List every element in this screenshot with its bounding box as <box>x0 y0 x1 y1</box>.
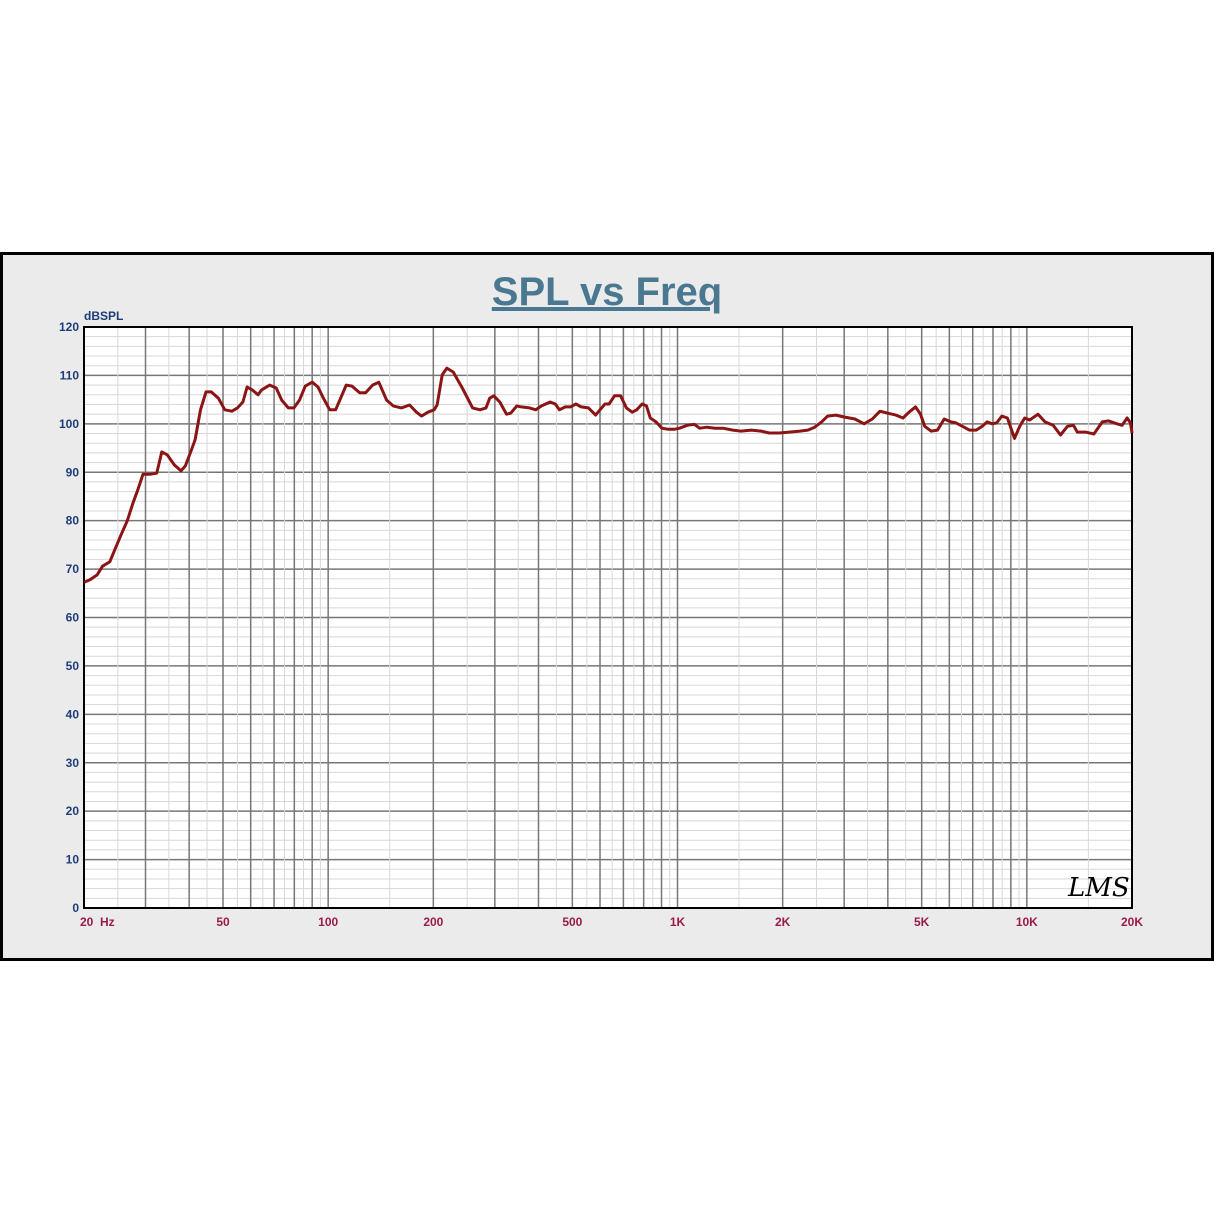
x-tick-label: 1K <box>670 915 686 929</box>
y-tick-label: 20 <box>66 804 80 818</box>
y-tick-label: 10 <box>66 853 80 867</box>
y-tick-label: 0 <box>72 901 79 915</box>
y-axis-label: dBSPL <box>84 309 123 323</box>
x-tick-label: 10K <box>1016 915 1038 929</box>
x-tick-label: 50 <box>216 915 230 929</box>
grid <box>83 326 1133 909</box>
x-tick-label: 2K <box>775 915 791 929</box>
spl-curve <box>83 366 1134 584</box>
y-tick-label: 100 <box>59 417 79 431</box>
y-tick-label: 30 <box>66 756 80 770</box>
lms-logo: LMS <box>1067 873 1130 903</box>
y-tick-label: 40 <box>66 707 80 721</box>
chart-title: SPL vs Freq <box>492 270 722 314</box>
x-tick-label: 100 <box>318 915 338 929</box>
y-tick-label: 80 <box>66 514 80 528</box>
x-tick-label: 200 <box>423 915 443 929</box>
y-tick-label: 60 <box>66 611 80 625</box>
x-tick-label: 20K <box>1121 915 1143 929</box>
y-tick-label: 90 <box>66 465 80 479</box>
y-tick-label: 110 <box>60 368 80 382</box>
x-tick-label: 5K <box>914 915 930 929</box>
y-tick-label: 70 <box>66 562 80 576</box>
y-tick-label: 120 <box>59 320 79 334</box>
x-tick-label: 20 Hz <box>80 915 115 929</box>
x-tick-label: 500 <box>562 915 582 929</box>
y-tick-label: 50 <box>66 659 80 673</box>
plot-area-border <box>83 326 1133 909</box>
